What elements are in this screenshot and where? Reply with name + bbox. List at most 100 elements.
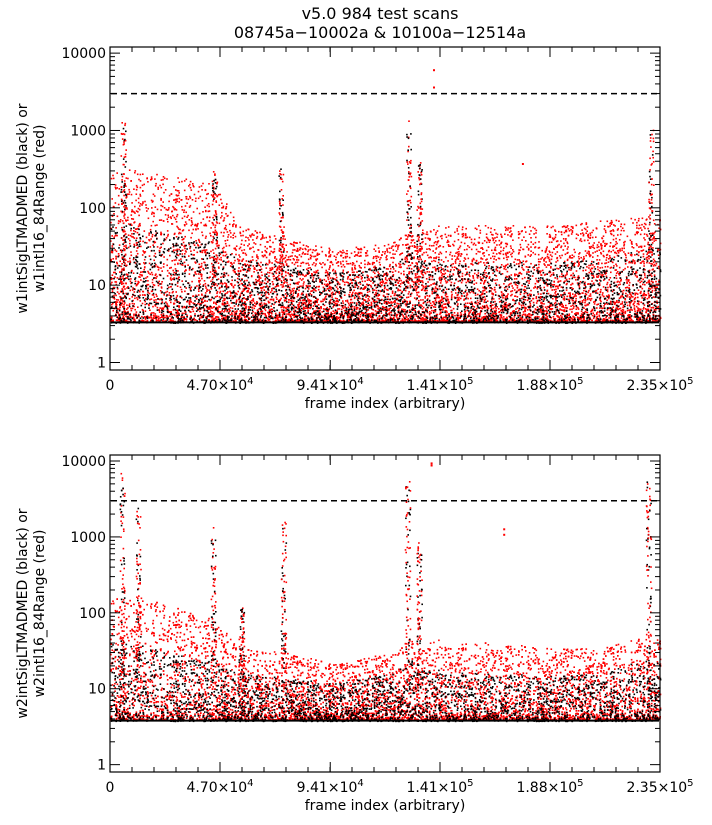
red-point <box>597 268 599 271</box>
red-point <box>306 296 308 298</box>
red-point <box>597 246 600 248</box>
red-point <box>445 227 447 229</box>
red-point <box>407 296 410 298</box>
red-point <box>506 270 509 273</box>
red-point <box>612 238 615 241</box>
red-point <box>428 276 431 279</box>
red-point <box>609 245 611 248</box>
red-point <box>629 314 631 316</box>
red-point <box>442 300 444 303</box>
red-point <box>646 316 648 319</box>
red-point <box>519 249 521 252</box>
red-point <box>224 308 227 311</box>
red-point <box>562 238 565 240</box>
red-point <box>487 267 490 270</box>
red-point <box>330 292 333 295</box>
red-point <box>237 290 239 293</box>
red-point <box>646 310 648 312</box>
red-point <box>379 264 381 266</box>
red-point <box>131 202 133 204</box>
red-point <box>159 317 162 319</box>
red-point <box>368 304 371 306</box>
red-point <box>298 289 300 292</box>
red-point <box>216 292 218 295</box>
red-point <box>444 280 447 282</box>
red-point <box>426 233 429 236</box>
red-point <box>200 262 203 265</box>
red-point <box>193 193 196 196</box>
red-point <box>149 309 151 311</box>
red-point <box>320 307 322 310</box>
red-point <box>255 259 258 262</box>
red-point <box>274 238 277 240</box>
red-point <box>442 291 445 294</box>
red-point <box>448 301 450 303</box>
red-point <box>115 187 117 190</box>
red-point <box>370 276 372 279</box>
red-point <box>475 248 478 251</box>
red-point <box>485 291 488 293</box>
red-point <box>543 282 545 284</box>
red-point <box>623 229 625 232</box>
red-point <box>338 291 340 293</box>
red-point <box>123 241 126 244</box>
red-point <box>630 241 633 243</box>
red-point <box>423 251 425 254</box>
red-point <box>203 280 206 282</box>
red-point <box>145 297 147 300</box>
red-point <box>625 254 627 257</box>
red-point <box>582 292 584 294</box>
red-point <box>323 299 326 301</box>
red-point <box>451 266 454 269</box>
red-point <box>585 308 587 311</box>
red-point <box>639 292 642 295</box>
red-point <box>638 308 641 310</box>
red-point <box>612 249 615 252</box>
red-point <box>641 217 644 220</box>
red-point <box>550 226 553 229</box>
red-point <box>648 257 650 260</box>
red-point <box>556 320 559 322</box>
red-point <box>506 296 508 299</box>
red-point <box>509 306 511 309</box>
red-point <box>127 216 129 219</box>
red-point <box>524 313 527 316</box>
red-point <box>439 244 441 247</box>
red-point <box>456 296 458 299</box>
red-point <box>493 312 496 315</box>
red-point <box>493 241 496 244</box>
red-point <box>297 283 299 285</box>
red-point <box>181 205 183 208</box>
red-point <box>248 265 250 267</box>
red-point <box>220 297 222 299</box>
red-point <box>242 288 245 290</box>
red-point <box>384 277 387 279</box>
red-point <box>355 310 357 313</box>
red-point <box>574 276 576 279</box>
red-point <box>525 260 528 262</box>
red-point <box>453 312 456 314</box>
red-point <box>645 294 648 297</box>
red-point <box>398 266 401 268</box>
red-point <box>434 252 437 254</box>
red-point <box>476 228 478 231</box>
red-point <box>321 250 324 253</box>
red-point <box>438 253 440 255</box>
red-point <box>115 281 118 283</box>
red-point <box>518 303 521 306</box>
red-point <box>163 256 165 258</box>
red-point <box>351 271 354 274</box>
red-point <box>555 299 557 301</box>
red-point <box>556 240 559 242</box>
red-point <box>647 227 649 230</box>
red-point <box>253 307 256 310</box>
red-point <box>529 308 531 311</box>
red-point <box>465 268 467 270</box>
red-point <box>599 317 601 319</box>
red-point <box>377 308 379 310</box>
red-point <box>114 186 117 189</box>
red-point <box>150 315 152 317</box>
red-point <box>181 180 183 183</box>
red-point <box>183 261 186 264</box>
red-point <box>588 252 590 255</box>
